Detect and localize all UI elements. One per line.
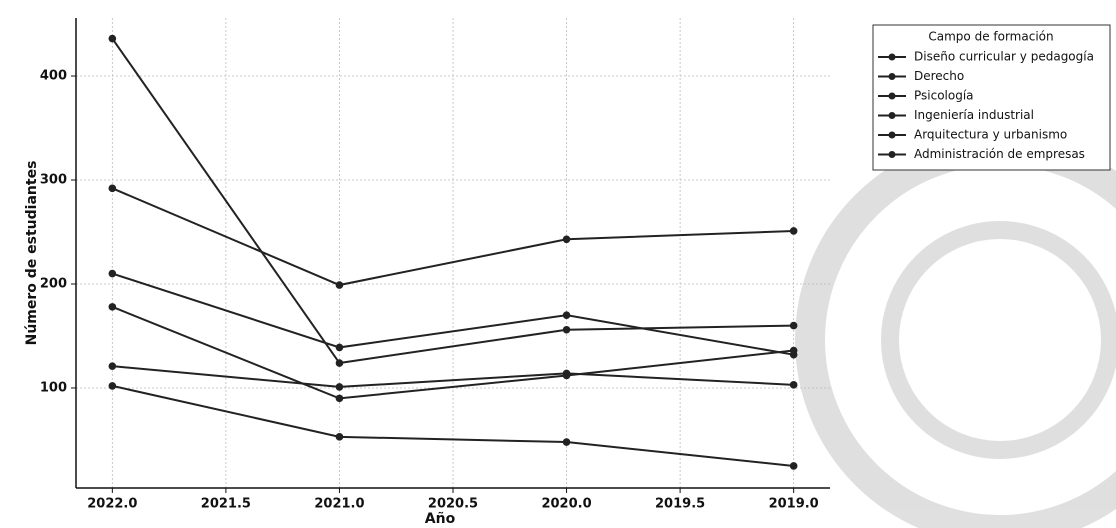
point [789, 381, 798, 389]
legend-marker [888, 131, 896, 139]
point [789, 462, 798, 470]
grid [76, 18, 830, 488]
legend-title: Campo de formación [928, 30, 1053, 44]
point [108, 184, 117, 193]
legend-label: Diseño curricular y pedagogía [914, 50, 1094, 64]
legend-marker [888, 151, 896, 158]
legend-label: Arquitectura y urbanismo [914, 128, 1067, 142]
y-tick-label: 300 [40, 173, 67, 188]
legend-marker [888, 53, 896, 61]
y-tick-label: 200 [40, 276, 67, 291]
legend: Campo de formación Diseño curricular y p… [872, 24, 1111, 171]
point [108, 34, 117, 43]
legend-label: Ingeniería industrial [914, 108, 1034, 122]
x-tick-label: 2019.5 [655, 497, 705, 512]
series-line [111, 305, 794, 400]
legend-label: Psicología [914, 89, 974, 103]
point [335, 359, 344, 367]
point [562, 325, 571, 334]
point [562, 311, 571, 319]
legend-box [872, 24, 1111, 171]
point [789, 346, 798, 355]
y-tick-label: 400 [40, 69, 67, 84]
y-tick-label: 100 [40, 380, 67, 395]
series-line [111, 187, 794, 287]
point [562, 369, 571, 378]
x-tick-label: 2022.0 [87, 497, 137, 512]
point [562, 438, 571, 446]
point [108, 303, 117, 311]
point [108, 269, 117, 278]
point [108, 362, 117, 370]
x-tick-label: 2020.0 [541, 497, 591, 512]
point [335, 433, 344, 441]
point [335, 343, 344, 352]
x-tick-label: 2020.5 [428, 497, 478, 512]
series-line [111, 38, 794, 365]
series-line [112, 272, 794, 356]
series-line [112, 365, 794, 388]
x-tick-label: 2021.5 [201, 497, 251, 512]
legend-marker [888, 73, 896, 80]
series-line [112, 384, 794, 467]
legend-label: Derecho [914, 69, 964, 83]
point [789, 227, 798, 235]
point [335, 383, 344, 391]
point [789, 321, 798, 330]
x-tick-label: 2021.0 [314, 497, 364, 512]
point [335, 394, 344, 403]
legend-marker [888, 112, 896, 119]
y-axis-label: Número de estudiantes [24, 161, 40, 346]
legend-marker [888, 92, 896, 100]
x-axis-label: Año [425, 511, 456, 527]
point [562, 235, 571, 244]
point [108, 382, 117, 390]
x-tick-label: 2019.0 [769, 497, 819, 512]
legend-label: Administración de empresas [914, 147, 1085, 161]
point [335, 281, 344, 289]
